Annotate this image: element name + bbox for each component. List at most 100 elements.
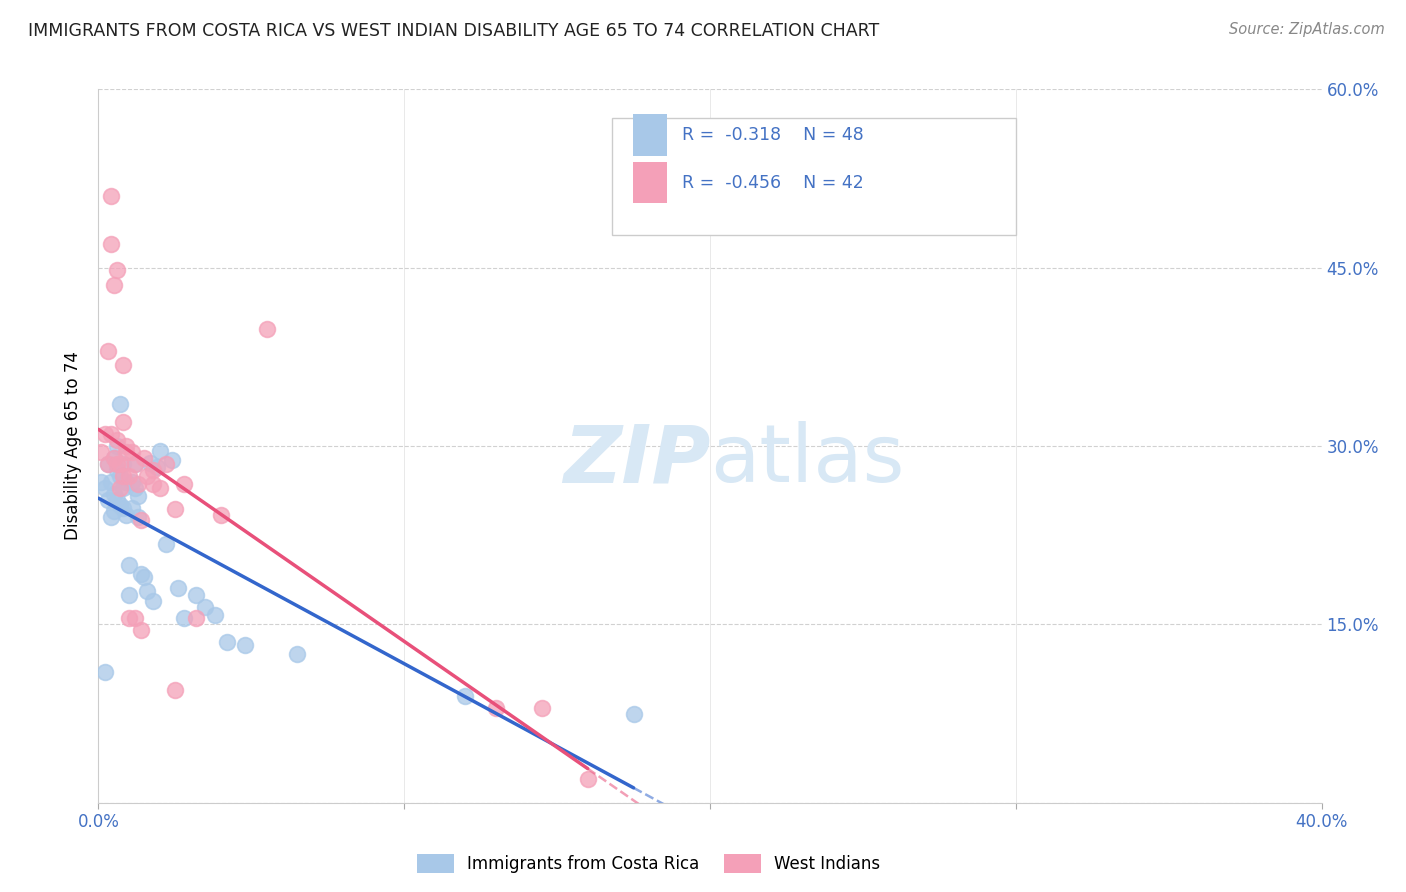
Text: atlas: atlas [710, 421, 904, 500]
Point [149, 443, 172, 458]
Point [233, 638, 256, 652]
Point [97, 457, 120, 471]
Point [108, 397, 131, 411]
Text: IMMIGRANTS FROM COSTA RICA VS WEST INDIAN DISABILITY AGE 65 TO 74 CORRELATION CH: IMMIGRANTS FROM COSTA RICA VS WEST INDIA… [28, 22, 879, 40]
Point [108, 457, 131, 471]
Point [103, 450, 125, 465]
Point [127, 510, 149, 524]
Point [108, 468, 131, 483]
Point [105, 439, 128, 453]
Point [204, 607, 226, 622]
Point [111, 500, 134, 515]
Point [155, 536, 177, 550]
Point [108, 481, 131, 495]
Point [145, 460, 167, 475]
Point [134, 570, 156, 584]
Point [186, 611, 208, 625]
Point [209, 508, 232, 522]
Point [173, 611, 195, 625]
Point [285, 647, 308, 661]
Point [90, 475, 112, 489]
Point [118, 588, 141, 602]
Point [127, 489, 149, 503]
Point [136, 468, 159, 483]
Point [136, 584, 159, 599]
Point [105, 492, 128, 507]
Point [576, 772, 599, 786]
Point [127, 477, 149, 491]
Y-axis label: Disability Age 65 to 74: Disability Age 65 to 74 [65, 351, 83, 541]
Point [100, 427, 122, 442]
Text: R =  -0.318    N = 48: R = -0.318 N = 48 [682, 126, 863, 144]
Point [623, 706, 645, 721]
Point [100, 189, 122, 203]
Point [163, 682, 186, 697]
Point [142, 463, 165, 477]
Point [485, 700, 508, 714]
Point [97, 492, 120, 507]
Text: ZIP: ZIP [562, 421, 710, 500]
Point [121, 475, 143, 489]
Point [121, 445, 143, 459]
Point [111, 358, 134, 372]
Point [103, 278, 125, 293]
Point [100, 236, 122, 251]
Point [111, 415, 134, 429]
Point [134, 450, 156, 465]
Point [124, 457, 146, 471]
Point [115, 475, 138, 489]
Point [129, 567, 152, 582]
Point [93, 665, 115, 679]
Point [454, 689, 477, 703]
Point [97, 343, 120, 358]
Point [160, 453, 183, 467]
Point [173, 477, 195, 491]
Point [111, 457, 134, 471]
Point [103, 450, 125, 465]
Point [186, 588, 208, 602]
Point [105, 433, 128, 447]
Point [194, 599, 217, 614]
Point [167, 581, 190, 595]
Text: R =  -0.456    N = 42: R = -0.456 N = 42 [682, 174, 863, 192]
Point [105, 457, 128, 471]
Point [124, 457, 146, 471]
Point [97, 457, 120, 471]
Point [118, 558, 141, 572]
Point [155, 457, 177, 471]
Point [118, 468, 141, 483]
Legend: Immigrants from Costa Rica, West Indians: Immigrants from Costa Rica, West Indians [411, 847, 887, 880]
Point [115, 439, 138, 453]
Point [111, 468, 134, 483]
Text: Source: ZipAtlas.com: Source: ZipAtlas.com [1229, 22, 1385, 37]
Point [121, 500, 143, 515]
Point [256, 322, 278, 336]
Point [142, 593, 165, 607]
Point [139, 456, 162, 470]
Point [124, 481, 146, 495]
Point [103, 504, 125, 518]
Point [93, 427, 115, 442]
Point [530, 700, 553, 714]
Point [105, 463, 128, 477]
Point [163, 502, 186, 516]
Point [90, 445, 112, 459]
Point [100, 475, 122, 489]
Point [118, 611, 141, 625]
FancyBboxPatch shape [612, 118, 1015, 235]
FancyBboxPatch shape [633, 162, 668, 203]
Point [111, 481, 134, 495]
Point [93, 481, 115, 495]
Point [129, 513, 152, 527]
Point [105, 263, 128, 277]
Point [215, 635, 238, 649]
Point [103, 486, 125, 500]
Point [124, 611, 146, 625]
Point [129, 624, 152, 638]
Point [115, 508, 138, 522]
Point [142, 477, 165, 491]
Point [100, 510, 122, 524]
FancyBboxPatch shape [633, 114, 668, 155]
Point [149, 481, 172, 495]
Point [115, 445, 138, 459]
